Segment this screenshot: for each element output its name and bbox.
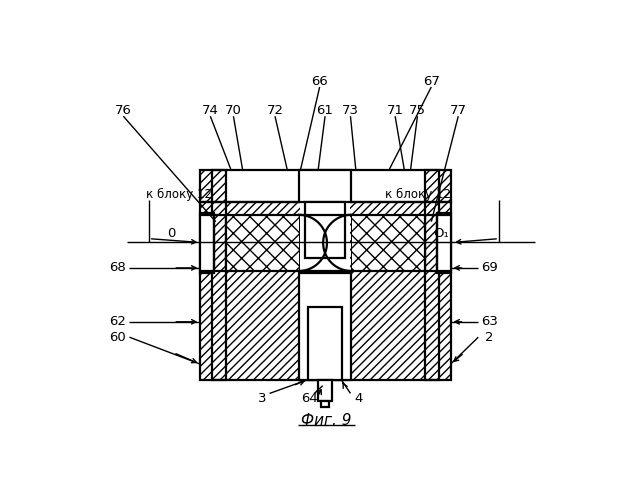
Bar [299,272,351,380]
Text: O₁: O₁ [434,227,449,240]
Text: 77: 77 [450,104,467,117]
Text: 0: 0 [167,227,175,240]
Bar [425,170,439,380]
Text: к блоку 12: к блоку 12 [147,188,213,202]
Text: 62: 62 [109,316,126,328]
Bar [316,202,335,380]
Bar [299,170,351,202]
Text: 60: 60 [110,330,126,344]
Bar [318,380,332,401]
Bar [351,215,425,271]
Bar [425,170,439,380]
Text: 64: 64 [301,392,318,406]
Text: 2: 2 [485,330,493,344]
Bar [308,307,342,380]
Text: 61: 61 [317,104,333,117]
Text: 4: 4 [354,392,363,406]
Text: 69: 69 [481,262,497,274]
Bar [225,215,299,271]
Bar [437,213,451,272]
Bar [200,170,451,202]
Bar [351,226,425,260]
Text: 74: 74 [202,104,219,117]
Text: 67: 67 [423,75,440,88]
Text: 66: 66 [311,75,328,88]
Text: Фиг. 9: Фиг. 9 [300,413,351,428]
Text: 68: 68 [110,262,126,274]
Bar [225,226,299,260]
Text: 3: 3 [258,392,266,406]
Bar [300,203,351,379]
Bar [305,202,345,258]
Bar [343,171,434,202]
Bar [335,202,451,380]
Bar [200,202,316,380]
Text: 63: 63 [481,316,497,328]
Bar [225,215,299,271]
Bar [335,202,451,380]
Bar [200,202,316,380]
Bar [217,171,308,202]
Text: к блоку 12: к блоку 12 [385,188,451,202]
Bar [351,215,425,271]
Bar [225,215,299,226]
Text: 72: 72 [267,104,283,117]
Bar [321,401,329,407]
Bar [225,260,299,271]
Text: 76: 76 [115,104,131,117]
Bar [212,170,225,380]
Text: 71: 71 [387,104,404,117]
Bar [200,213,214,272]
Bar [351,260,425,271]
Text: 70: 70 [225,104,242,117]
Bar [212,170,225,380]
Text: 75: 75 [409,104,426,117]
Bar [200,170,451,202]
Text: 73: 73 [342,104,359,117]
Bar [351,215,425,226]
